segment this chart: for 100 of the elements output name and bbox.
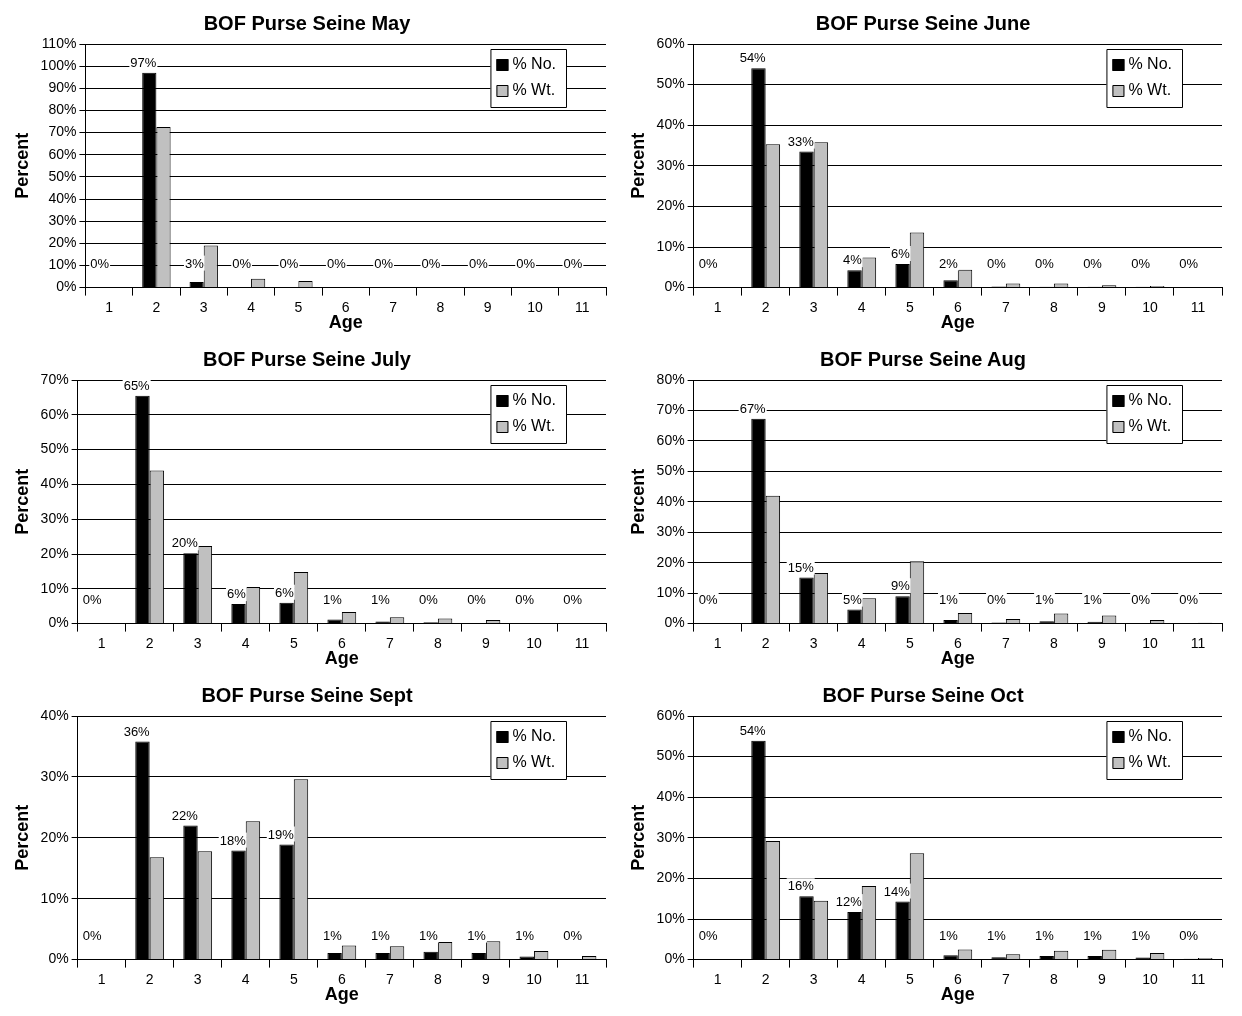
x-tick-label: 11 — [1190, 970, 1206, 987]
x-tick-label: 7 — [1001, 970, 1010, 987]
data-label: 19% — [267, 826, 295, 842]
x-tick-label: 8 — [1049, 298, 1058, 315]
y-tick-label: 60% — [48, 145, 77, 162]
y-tick-label: 20% — [656, 197, 685, 214]
x-tick-label: 2 — [145, 634, 154, 651]
y-tick-label: 70% — [40, 370, 69, 387]
y-tick-label: 80% — [656, 370, 685, 387]
x-tick-label: 2 — [761, 634, 770, 651]
data-label: 0% — [987, 591, 1007, 607]
x-tick-label: 9 — [483, 298, 492, 315]
data-label: 0% — [374, 255, 394, 271]
data-label: 1% — [323, 591, 343, 607]
y-tick-label: 40% — [40, 475, 69, 492]
x-tick-label: 2 — [145, 970, 154, 987]
y-tick-label: 100% — [40, 57, 77, 73]
y-tick-label: 110% — [41, 34, 77, 51]
x-tick-label: 7 — [385, 970, 394, 987]
y-tick-label: 30% — [656, 523, 685, 540]
legend-label: % Wt. — [512, 753, 556, 771]
x-tick-label: 6 — [953, 634, 962, 651]
legend-label: % Wt. — [1128, 753, 1172, 771]
legend-label: % No. — [512, 55, 557, 73]
data-label: 0% — [421, 255, 441, 271]
data-label: 12% — [835, 894, 863, 910]
x-tick-label: 6 — [953, 970, 962, 987]
x-tick-label: 11 — [1190, 298, 1206, 315]
y-tick-label: 50% — [656, 747, 685, 764]
y-tick-label: 10% — [40, 889, 69, 906]
x-axis-title: Age — [324, 648, 359, 669]
x-tick-label: 3 — [809, 970, 818, 987]
x-axis-title: Age — [940, 648, 975, 669]
data-label: 1% — [323, 927, 343, 943]
data-label: 5% — [842, 591, 863, 607]
data-label: 33% — [787, 133, 815, 149]
y-axis-title: Percent — [11, 132, 32, 199]
data-label: 6% — [274, 584, 295, 600]
x-tick-label: 9 — [1098, 634, 1107, 651]
y-tick-label: 40% — [656, 788, 685, 805]
legend-label: % No. — [512, 391, 557, 409]
x-tick-label: 3 — [809, 634, 818, 651]
x-tick-label: 3 — [193, 634, 202, 651]
y-tick-label: 30% — [40, 767, 69, 784]
data-label: 65% — [123, 377, 151, 393]
data-label: 1% — [419, 927, 439, 943]
data-label: 0% — [232, 255, 252, 271]
data-label: 1% — [371, 591, 391, 607]
data-label: 20% — [171, 535, 199, 551]
chart-title: BOF Purse Seine Sept — [201, 683, 413, 706]
x-tick-label: 8 — [1049, 634, 1058, 651]
y-tick-label: 60% — [656, 431, 685, 448]
y-tick-label: 40% — [40, 706, 69, 723]
y-tick-label: 40% — [656, 492, 685, 509]
data-label: 0% — [563, 927, 583, 943]
x-tick-label: 10 — [1142, 634, 1158, 651]
y-tick-label: 40% — [656, 116, 685, 133]
x-tick-label: 4 — [857, 634, 866, 651]
data-label: 1% — [1035, 591, 1055, 607]
y-tick-label: 20% — [656, 869, 685, 886]
data-label: 0% — [326, 255, 347, 271]
data-label: 67% — [739, 400, 767, 416]
x-tick-label: 7 — [1001, 634, 1010, 651]
x-tick-label: 8 — [433, 634, 442, 651]
y-tick-label: 70% — [48, 123, 77, 140]
data-label: 1% — [1083, 591, 1103, 607]
y-axis-title: Percent — [627, 132, 648, 199]
data-label: 6% — [890, 246, 911, 262]
y-tick-label: 0% — [48, 950, 69, 967]
data-label: 3% — [184, 255, 205, 271]
data-label: 1% — [371, 927, 391, 943]
x-tick-label: 9 — [482, 970, 491, 987]
data-label: 0% — [516, 255, 536, 271]
x-tick-label: 2 — [761, 298, 770, 315]
x-tick-label: 4 — [241, 634, 250, 651]
x-tick-label: 6 — [337, 634, 346, 651]
x-tick-label: 9 — [482, 634, 491, 651]
data-label: 0% — [419, 591, 439, 607]
y-tick-label: 30% — [40, 510, 69, 527]
x-tick-label: 8 — [1049, 970, 1058, 987]
data-label: 16% — [787, 878, 815, 894]
legend-label: % No. — [1128, 55, 1173, 73]
y-tick-label: 50% — [656, 75, 685, 92]
x-tick-label: 8 — [436, 298, 445, 315]
x-tick-label: 3 — [199, 298, 208, 315]
x-tick-label: 9 — [1098, 970, 1107, 987]
data-label: 0% — [1035, 255, 1055, 271]
data-label: 36% — [123, 723, 151, 739]
x-tick-label: 11 — [574, 970, 590, 987]
data-label: 0% — [1179, 591, 1199, 607]
data-label: 0% — [467, 591, 487, 607]
y-tick-label: 60% — [656, 706, 685, 723]
data-label: 0% — [1131, 255, 1151, 271]
chart-title: BOF Purse Seine July — [203, 347, 412, 370]
x-tick-label: 1 — [105, 298, 114, 315]
y-tick-label: 80% — [48, 101, 77, 118]
y-tick-label: 50% — [656, 462, 685, 479]
y-tick-label: 10% — [40, 579, 69, 596]
x-tick-label: 6 — [341, 298, 350, 315]
x-tick-label: 1 — [97, 970, 106, 987]
